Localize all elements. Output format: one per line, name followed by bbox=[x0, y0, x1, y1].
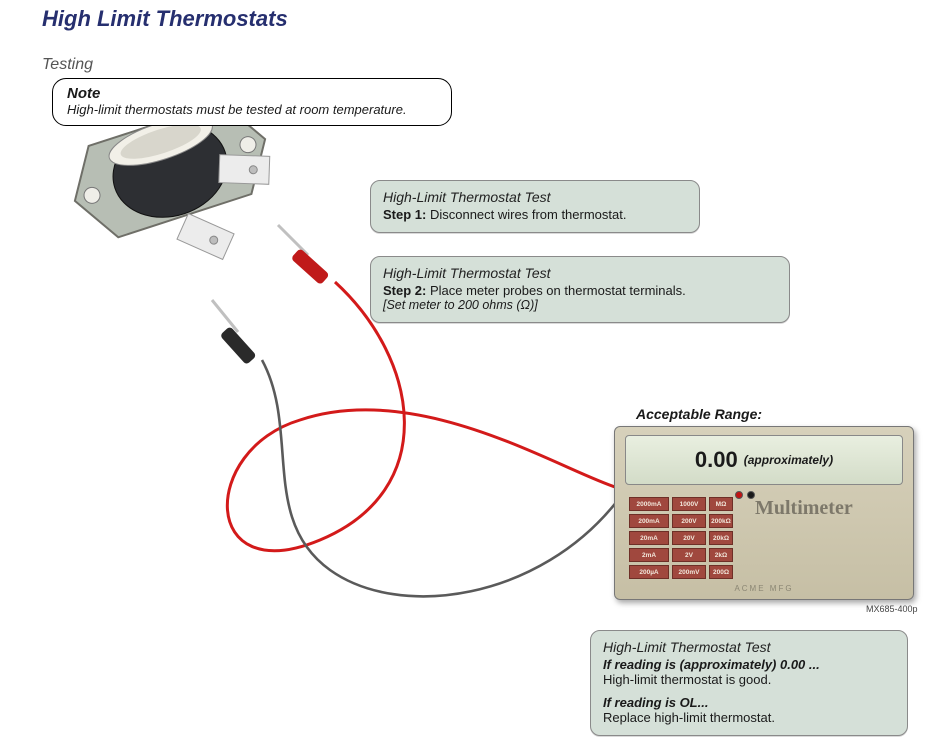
meter-range-button: 200V bbox=[672, 514, 706, 528]
step2-text: Place meter probes on thermostat termina… bbox=[430, 283, 686, 298]
result-cond1-text: High-limit thermostat is good. bbox=[603, 672, 771, 687]
callout-header: High-Limit Thermostat Test bbox=[603, 639, 895, 655]
result-cond2-label: If reading is OL... bbox=[603, 695, 708, 710]
black-probe bbox=[212, 300, 257, 365]
callout-header: High-Limit Thermostat Test bbox=[383, 189, 687, 205]
meter-jack-black bbox=[747, 491, 755, 499]
red-probe bbox=[278, 225, 330, 285]
step2-label: Step 2: bbox=[383, 283, 426, 298]
meter-range-button: 2kΩ bbox=[709, 548, 733, 562]
meter-range-button: 20kΩ bbox=[709, 531, 733, 545]
meter-range-button: 20mA bbox=[629, 531, 669, 545]
meter-range-button: 1000V bbox=[672, 497, 706, 511]
meter-range-button: 2000mA bbox=[629, 497, 669, 511]
note-box: Note High-limit thermostats must be test… bbox=[52, 78, 452, 126]
wire-black bbox=[262, 360, 618, 596]
meter-range-button: 20V bbox=[672, 531, 706, 545]
callout-step-1: High-Limit Thermostat Test Step 1: Disco… bbox=[370, 180, 700, 233]
meter-jack-red bbox=[735, 491, 743, 499]
meter-range-button: 200µA bbox=[629, 565, 669, 579]
meter-range-button: 2mA bbox=[629, 548, 669, 562]
step1-text: Disconnect wires from thermostat. bbox=[430, 207, 627, 222]
note-heading: Note bbox=[67, 85, 437, 102]
meter-reading-suffix: (approximately) bbox=[744, 453, 833, 467]
callout-step-2: High-Limit Thermostat Test Step 2: Place… bbox=[370, 256, 790, 323]
meter-screen: 0.00 (approximately) bbox=[625, 435, 903, 485]
page-title: High Limit Thermostats bbox=[42, 6, 288, 32]
meter-range-button: 200mV bbox=[672, 565, 706, 579]
meter-range-button: 200kΩ bbox=[709, 514, 733, 528]
step2-subtext: [Set meter to 200 ohms (Ω)] bbox=[383, 298, 777, 312]
meter-range-button: MΩ bbox=[709, 497, 733, 511]
result-cond1-label: If reading is (approximately) 0.00 ... bbox=[603, 657, 820, 672]
meter-range-grid: 2000mA1000VMΩ 200mA200V200kΩ 20mA20V20kΩ 2m… bbox=[629, 497, 733, 579]
note-text: High-limit thermostats must be tested at… bbox=[67, 102, 437, 117]
step1-label: Step 1: bbox=[383, 207, 426, 222]
callout-header: High-Limit Thermostat Test bbox=[383, 265, 777, 281]
meter-range-button: 200mA bbox=[629, 514, 669, 528]
meter-range-button: 2V bbox=[672, 548, 706, 562]
callout-result: High-Limit Thermostat Test If reading is… bbox=[590, 630, 908, 736]
result-cond2-text: Replace high-limit thermostat. bbox=[603, 710, 775, 725]
meter-range-button: 200Ω bbox=[709, 565, 733, 579]
acceptable-range-label: Acceptable Range: bbox=[636, 406, 762, 422]
meter-reading-value: 0.00 bbox=[695, 447, 738, 473]
part-number: MX685-400p bbox=[866, 604, 918, 614]
meter-manufacturer: ACME MFG bbox=[615, 584, 913, 593]
meter-brand: Multimeter bbox=[755, 497, 853, 520]
section-subtitle: Testing bbox=[42, 56, 93, 74]
multimeter: 0.00 (approximately) Multimeter 2000mA10… bbox=[614, 426, 914, 600]
